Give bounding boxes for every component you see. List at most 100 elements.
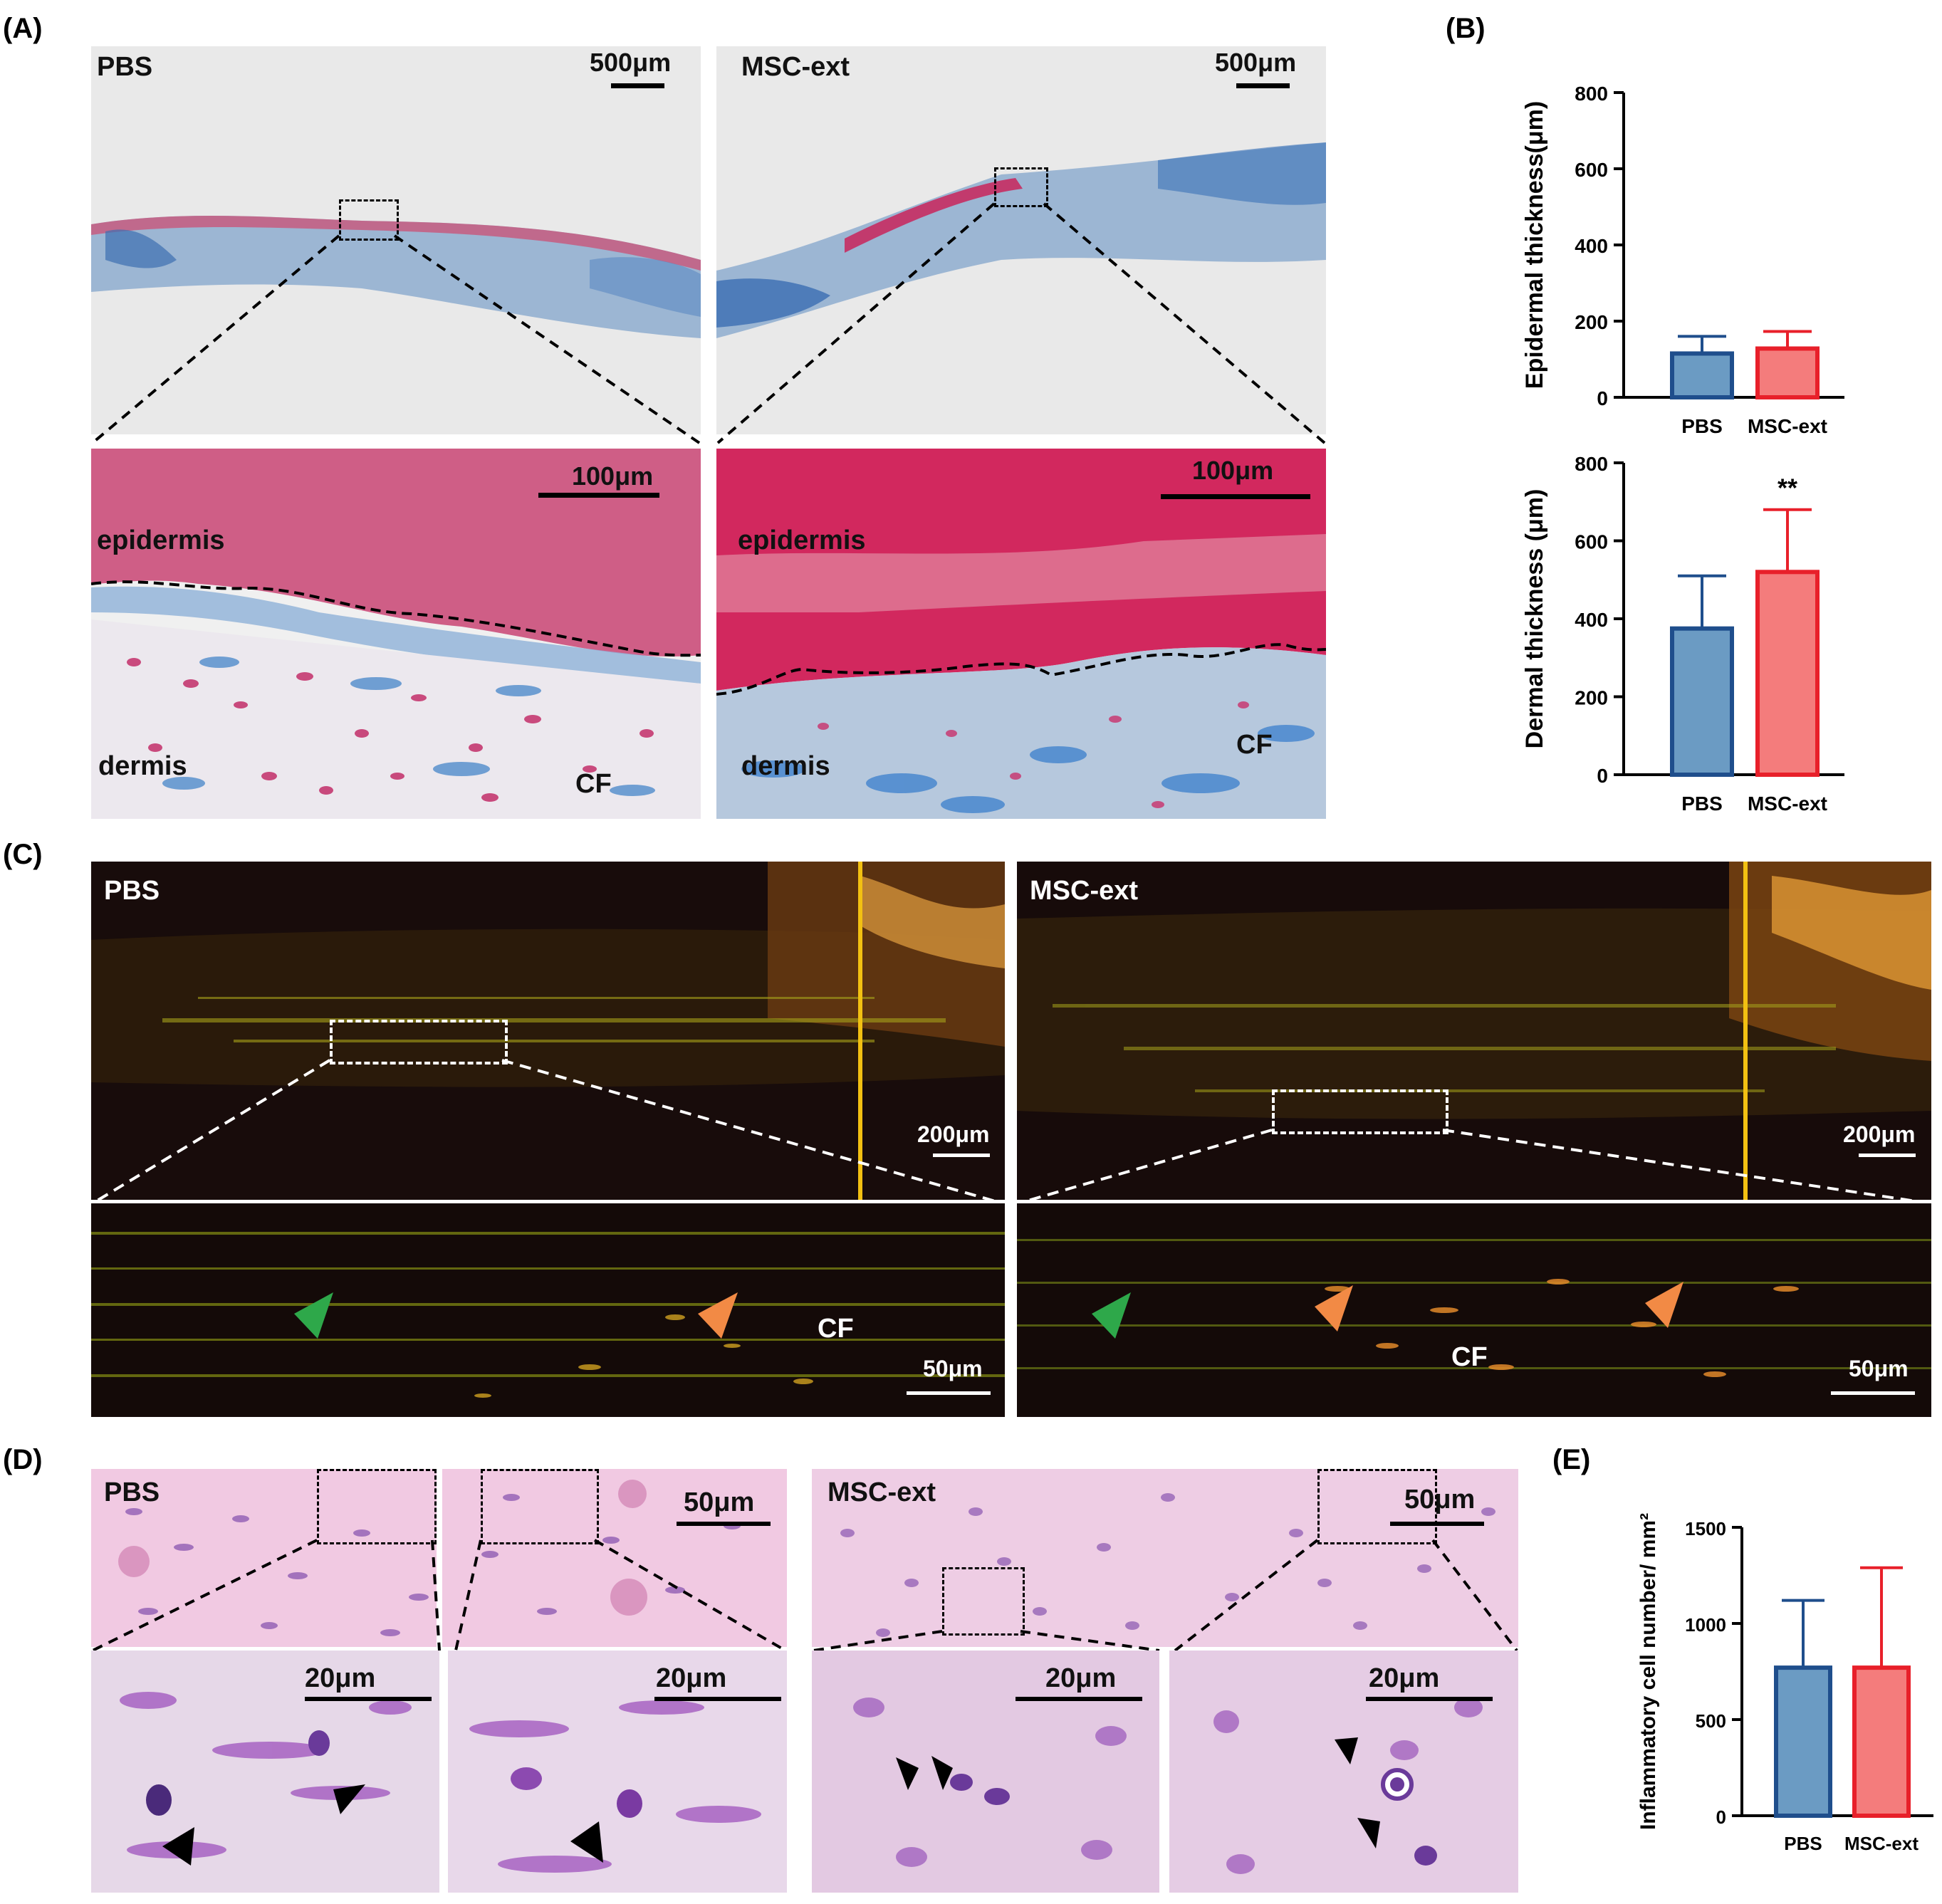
dermis-label: dermis bbox=[98, 751, 187, 781]
cf-label: CF bbox=[1451, 1342, 1488, 1372]
bar-msc-ext bbox=[1755, 570, 1820, 778]
pbs-label: PBS bbox=[104, 1477, 160, 1507]
cf-label: CF bbox=[575, 769, 612, 799]
scale-bar-label: 100μm bbox=[1192, 456, 1274, 485]
scale-bar-label: 200μm bbox=[1843, 1121, 1916, 1147]
dermis-label: dermis bbox=[741, 751, 830, 781]
x-tick-label: PBS bbox=[1681, 415, 1723, 437]
pbs-label: PBS bbox=[104, 876, 160, 906]
cf-label: CF bbox=[1236, 730, 1273, 760]
bar-pbs bbox=[1670, 626, 1734, 777]
scale-bar bbox=[1390, 1522, 1484, 1526]
zoom-box bbox=[339, 199, 399, 241]
scale-bar bbox=[677, 1522, 771, 1526]
zoom-box bbox=[994, 167, 1048, 207]
y-tick-label: 400 bbox=[1575, 609, 1608, 631]
he-pbs-zoom-2: 20μm bbox=[448, 1651, 787, 1893]
msc-label: MSC-ext bbox=[741, 52, 850, 82]
zoom-box bbox=[942, 1567, 1025, 1636]
significance-label: ** bbox=[1777, 474, 1797, 503]
cf-label: CF bbox=[818, 1314, 854, 1344]
he-msc-overview: MSC-ext 50μm bbox=[812, 1469, 1518, 1647]
scale-bar-label: 50μm bbox=[1849, 1356, 1909, 1381]
y-tick-label: 0 bbox=[1597, 387, 1608, 409]
picrosirius-msc-overview: MSC-ext 200μm bbox=[1017, 862, 1931, 1200]
scale-bar bbox=[305, 1697, 432, 1701]
x-tick-label: MSC-ext bbox=[1748, 793, 1827, 815]
bar-pbs bbox=[1670, 351, 1734, 400]
scale-bar-label: 20μm bbox=[305, 1663, 376, 1693]
scale-bar-label: 200μm bbox=[917, 1121, 990, 1147]
scale-bar-label: 50μm bbox=[923, 1356, 983, 1381]
scale-bar-label: 500μm bbox=[1215, 48, 1297, 77]
y-tick-label: 400 bbox=[1575, 235, 1608, 257]
zoom-box bbox=[330, 1020, 508, 1065]
scale-bar bbox=[907, 1391, 991, 1395]
x-tick-label: MSC-ext bbox=[1844, 1833, 1918, 1854]
scale-bar-label: 50μm bbox=[1404, 1485, 1476, 1515]
scale-bar bbox=[1236, 83, 1290, 88]
y-axis-label: Epidermal thickness(μm) bbox=[1521, 101, 1548, 389]
y-tick-label: 1500 bbox=[1685, 1518, 1726, 1539]
masson-msc-zoom: 100μm epidermis dermis CF bbox=[716, 449, 1326, 819]
scale-bar bbox=[538, 493, 659, 498]
x-tick-label: PBS bbox=[1784, 1833, 1822, 1854]
scale-bar bbox=[1859, 1154, 1916, 1157]
msc-label: MSC-ext bbox=[828, 1477, 936, 1507]
y-tick-label: 600 bbox=[1575, 531, 1608, 553]
panel-label-d: (D) bbox=[3, 1444, 43, 1475]
y-axis-label: Dermal thickness (μm) bbox=[1521, 489, 1548, 749]
zoom-box bbox=[317, 1469, 437, 1544]
picrosirius-pbs-overview: PBS 200μm bbox=[91, 862, 1005, 1200]
x-tick-label: MSC-ext bbox=[1748, 415, 1827, 437]
scale-bar-label: 100μm bbox=[572, 461, 654, 491]
y-tick-label: 800 bbox=[1575, 453, 1608, 475]
y-tick-label: 0 bbox=[1597, 765, 1608, 787]
panel-label-b: (B) bbox=[1446, 13, 1486, 44]
zoom-box bbox=[481, 1469, 599, 1544]
panel-label-c: (C) bbox=[3, 839, 43, 870]
y-tick-label: 800 bbox=[1575, 83, 1608, 105]
masson-msc-overview: MSC-ext 500μm bbox=[716, 46, 1326, 434]
masson-pbs-overview: PBS 500μm bbox=[91, 46, 701, 434]
scale-bar bbox=[1016, 1697, 1142, 1701]
y-tick-label: 600 bbox=[1575, 159, 1608, 181]
scale-bar bbox=[1366, 1697, 1493, 1701]
scale-bar-label: 20μm bbox=[1045, 1663, 1117, 1693]
bar-msc-ext bbox=[1755, 346, 1820, 399]
scale-bar bbox=[611, 83, 664, 88]
scale-bar-label: 500μm bbox=[590, 48, 672, 77]
scale-bar-label: 20μm bbox=[1369, 1663, 1440, 1693]
scale-bar bbox=[933, 1154, 990, 1157]
he-pbs-overview: PBS 50μm bbox=[91, 1469, 787, 1647]
y-tick-label: 500 bbox=[1696, 1710, 1726, 1732]
y-tick-label: 200 bbox=[1575, 687, 1608, 709]
scale-bar bbox=[654, 1697, 781, 1701]
y-tick-label: 200 bbox=[1575, 311, 1608, 333]
picrosirius-pbs-zoom: CF 50μm bbox=[91, 1203, 1005, 1417]
bar-pbs bbox=[1774, 1665, 1832, 1818]
x-tick-label: PBS bbox=[1681, 793, 1723, 815]
scale-bar bbox=[1161, 494, 1310, 499]
pbs-label: PBS bbox=[97, 52, 153, 82]
zoom-box bbox=[1272, 1089, 1448, 1134]
he-pbs-zoom-1: 20μm bbox=[91, 1651, 439, 1893]
epidermis-label: epidermis bbox=[97, 525, 225, 555]
bar-msc-ext bbox=[1852, 1665, 1911, 1818]
panel-label-a: (A) bbox=[3, 13, 43, 44]
epidermis-label: epidermis bbox=[738, 525, 866, 555]
y-tick-label: 0 bbox=[1716, 1806, 1726, 1828]
chart-epidermal-thickness: 0 200 400 600 800 Epidermal thickness(μm) PBS M… bbox=[1521, 83, 1844, 437]
y-tick-label: 1000 bbox=[1685, 1614, 1726, 1636]
scale-bar-label: 50μm bbox=[684, 1487, 755, 1517]
scale-bar bbox=[1831, 1391, 1915, 1395]
scale-bar-label: 20μm bbox=[656, 1663, 727, 1693]
chart-dermal-thickness: 0 200 400 600 800 Dermal thickness (μm) PBS MSC… bbox=[1521, 453, 1844, 815]
masson-pbs-zoom: 100μm epidermis dermis CF bbox=[91, 449, 701, 819]
msc-label: MSC-ext bbox=[1030, 876, 1139, 906]
picrosirius-msc-zoom: CF 50μm bbox=[1017, 1203, 1931, 1417]
y-axis-label: Inflammatory cell number/ mm² bbox=[1636, 1513, 1660, 1830]
